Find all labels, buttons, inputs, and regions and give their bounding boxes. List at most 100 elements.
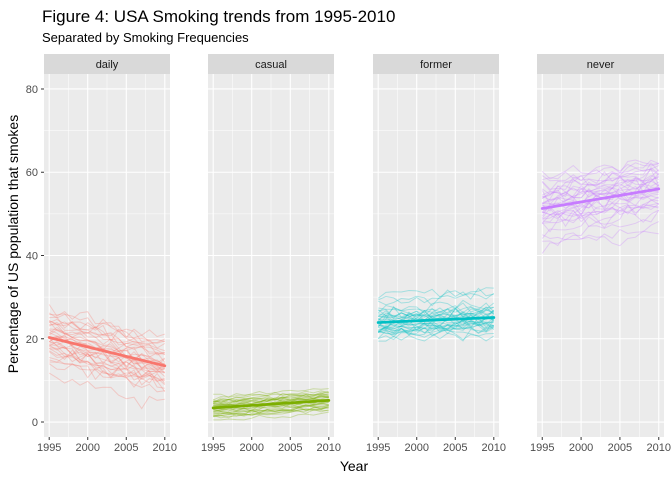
state-line [378,305,495,318]
state-line [541,191,659,216]
state-line [213,402,329,413]
chart-subtitle: Separated by Smoking Frequencies [42,30,249,45]
state-line [378,316,495,335]
state-line [213,390,329,404]
state-line [48,320,166,349]
state-line [48,344,166,374]
x-tick-label: 2005 [608,442,632,454]
state-line [49,312,165,344]
state-line [48,372,165,410]
state-line [377,308,495,322]
state-line [213,396,329,406]
state-line [48,321,166,363]
y-tick-label: 40 [26,251,38,263]
y-tick-label: 80 [26,84,38,96]
state-line [213,394,329,404]
state-line [378,320,495,333]
chart-title: Figure 4: USA Smoking trends from 1995-2… [42,7,395,26]
y-axis: 0 20 40 60 80 [26,84,44,429]
x-tick-label: 2000 [75,442,99,454]
state-line [212,390,329,401]
state-line [213,404,329,414]
state-line [48,312,165,343]
x-tick-label: 2005 [278,442,302,454]
state-line [378,325,494,337]
strip-label-never: never [587,59,615,71]
strip-daily [44,54,170,74]
state-line [541,166,660,198]
state-line [48,350,165,382]
state-line [378,317,495,330]
x-tick-label: 1995 [37,442,61,454]
state-line [541,210,660,241]
state-line [377,319,495,335]
x-tick-label: 1995 [201,442,225,454]
state-line [48,336,165,369]
state-line [49,348,165,376]
strip-former [373,54,499,74]
state-line [378,302,495,317]
state-line [541,185,659,212]
state-line [542,173,660,205]
trend-line-daily [47,336,167,368]
x-tick-label: 2000 [569,442,593,454]
state-line [48,320,165,355]
state-line [378,317,494,330]
state-line [378,328,495,342]
x-tick-label: 1995 [530,442,554,454]
strip-label-former: former [420,59,452,71]
x-tick-label: 2005 [443,442,467,454]
state-line [213,395,329,406]
facet-former: former 1995 2000 2005 2010 [366,54,506,454]
facet-never: never 1995 2000 2005 2010 [530,54,671,454]
state-line [542,177,660,206]
state-line [542,177,660,204]
state-line [541,174,660,205]
trend-line-former [376,316,496,324]
state-line [541,165,659,191]
state-line [49,318,166,345]
facet-daily: daily 1995 2000 2005 2010 [37,54,177,454]
state-line [49,357,165,389]
x-tick-label: 2010 [153,442,177,454]
state-line [377,324,494,337]
state-line [48,321,166,355]
x-tick-label: 2010 [647,442,671,454]
y-tick-label: 0 [32,417,38,429]
state-line [213,406,329,417]
state-line [49,354,165,381]
state-line [48,351,166,386]
state-line [48,363,165,393]
state-line [541,204,660,239]
x-tick-label: 2010 [317,442,341,454]
state-line [541,199,660,220]
state-line [542,206,659,229]
state-line [541,162,660,195]
state-line [213,404,329,415]
state-line [213,405,329,415]
x-tick-label: 1995 [366,442,390,454]
state-line [542,169,660,198]
state-line [542,196,660,228]
state-line [377,292,495,307]
state-line [541,203,659,233]
state-line [377,299,495,317]
state-line [377,304,494,314]
state-line [213,402,329,412]
state-line [49,316,165,352]
facet-casual: casual 1995 2000 2005 2010 [201,54,341,454]
state-line [213,409,329,419]
state-line [541,193,659,219]
state-line [541,168,660,206]
state-line [541,162,659,182]
state-line [49,359,166,392]
state-line [542,180,660,207]
state-line [49,328,166,367]
state-line [541,159,659,180]
state-line [213,406,329,417]
x-tick-label: 2000 [404,442,428,454]
state-line [378,321,494,334]
trend-line-never [540,187,661,210]
state-line [378,309,495,320]
